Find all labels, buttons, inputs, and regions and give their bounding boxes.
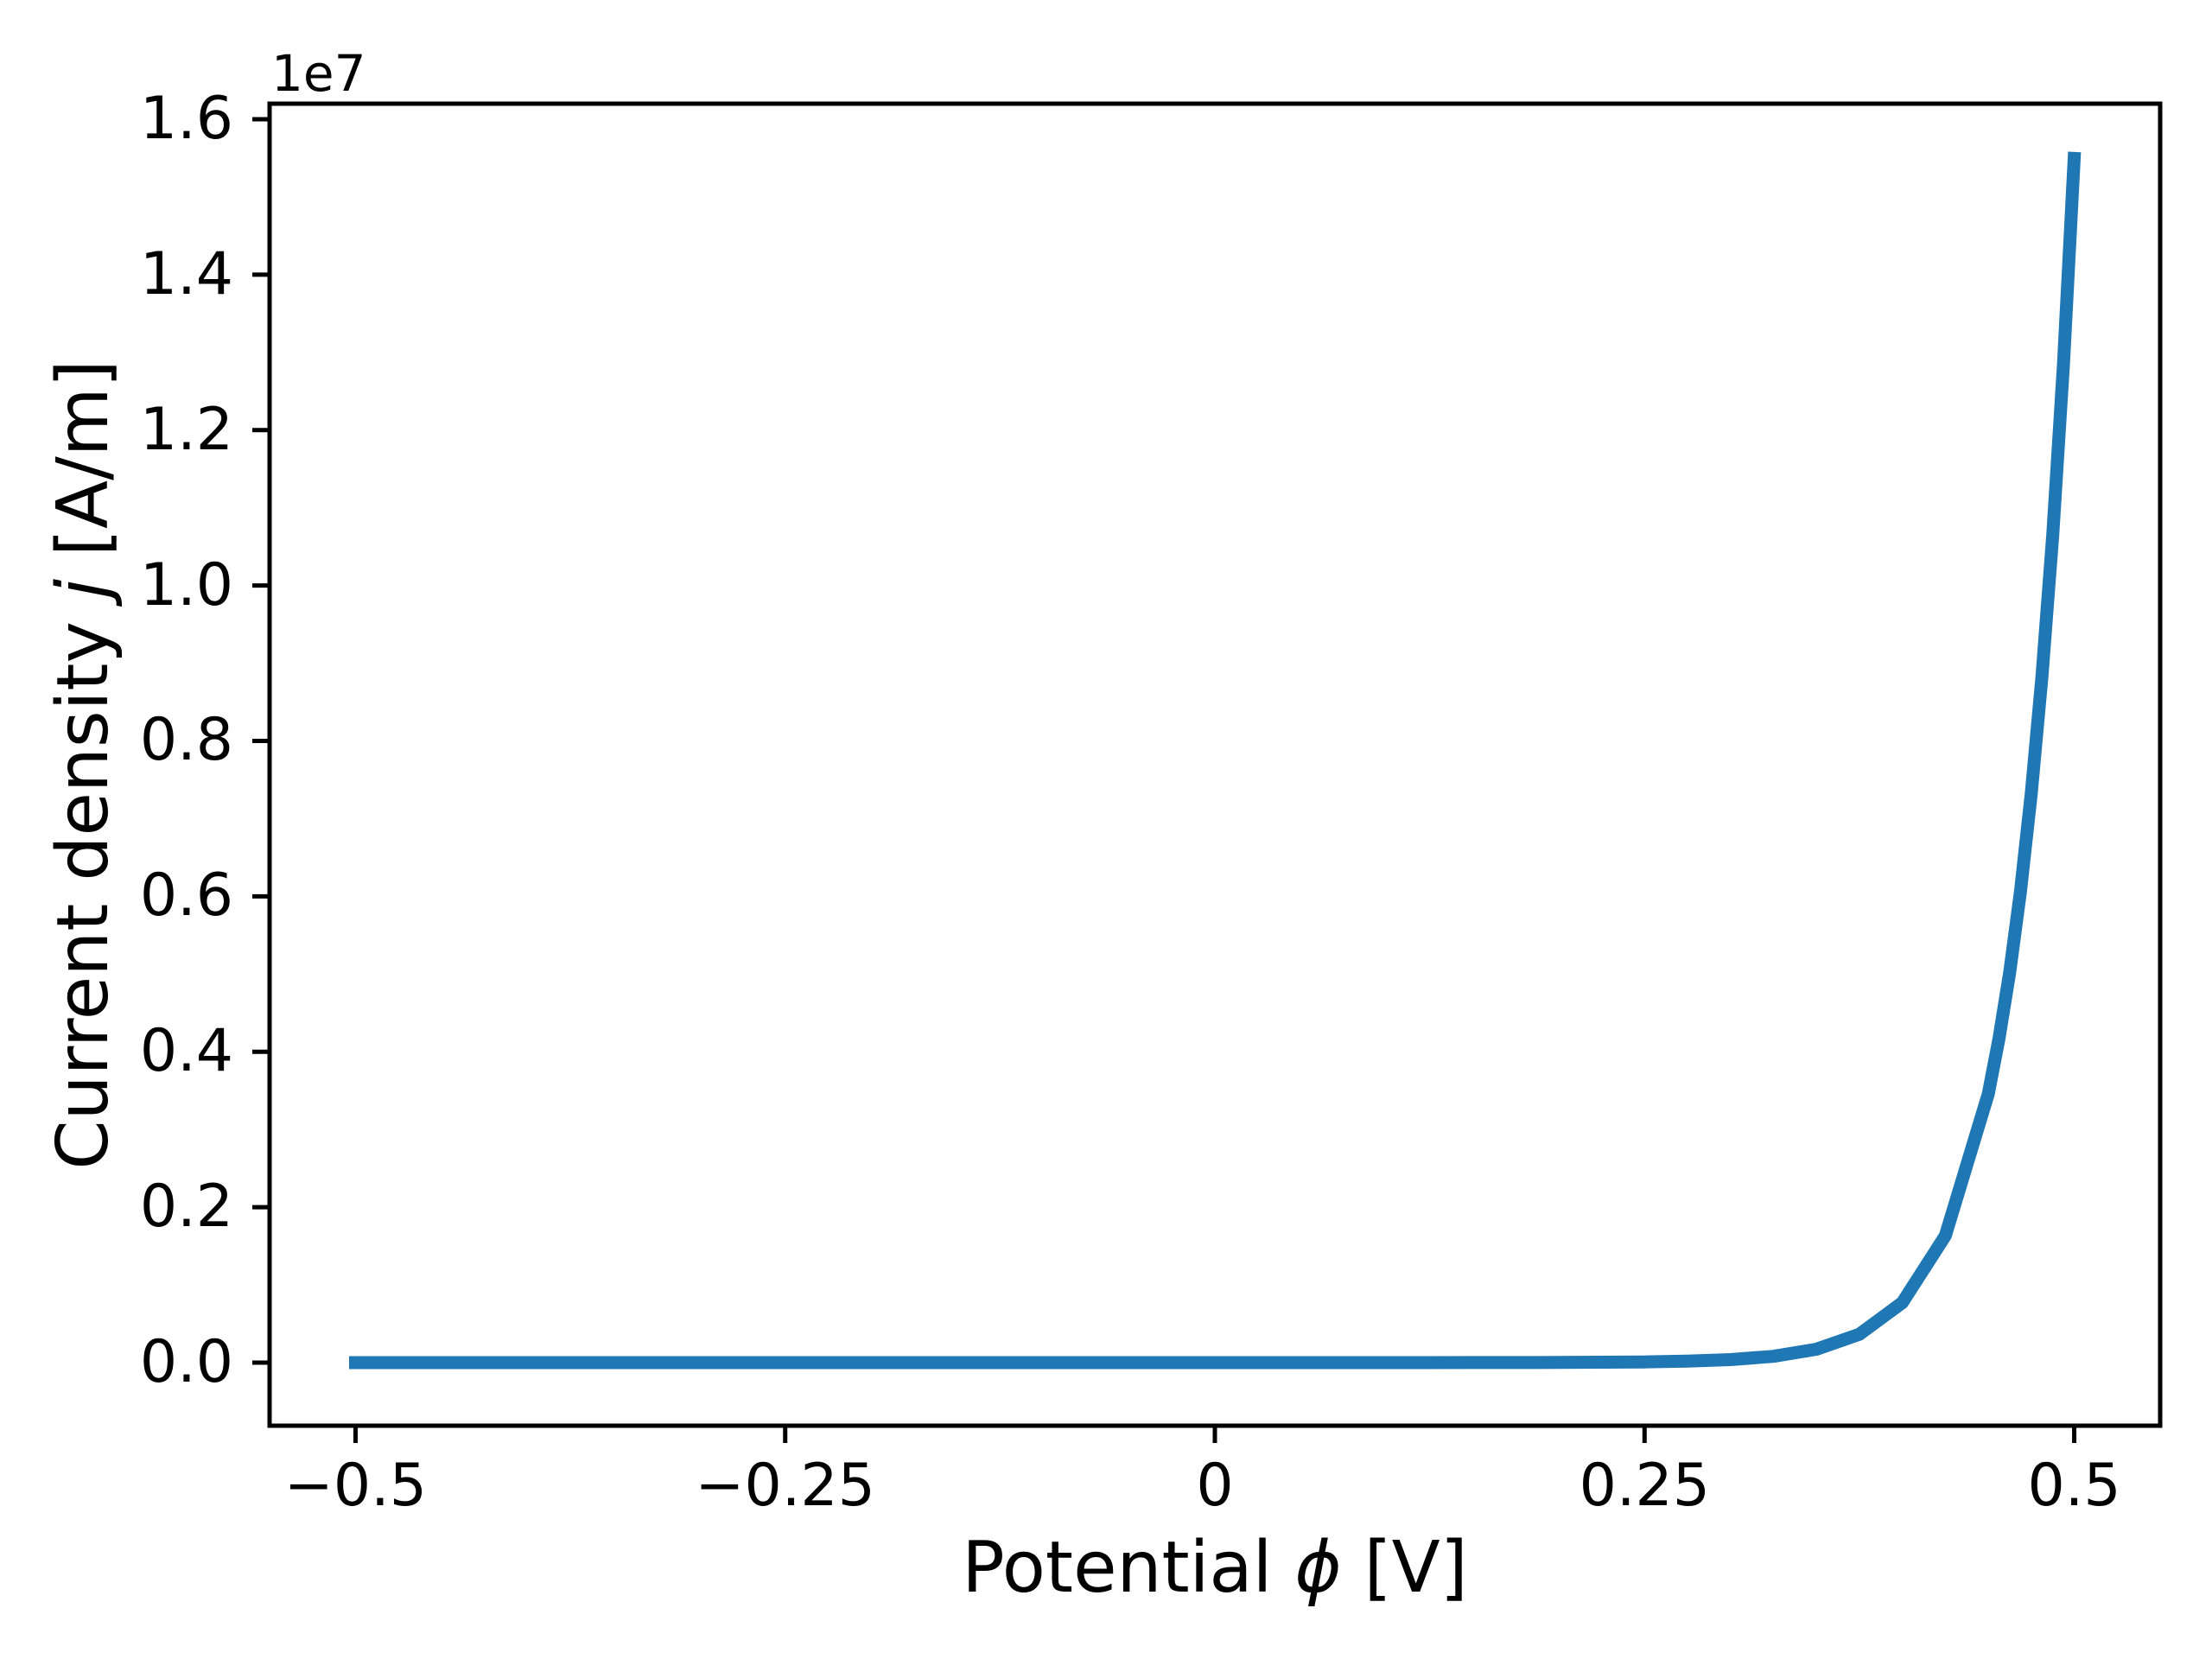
y-axis-offset-text: 1e7 [271,44,366,103]
y-tick-label: 0.0 [139,1327,233,1396]
x-tick-label: 0.5 [2027,1452,2121,1520]
y-axis-label-unit: [A/m] [41,359,124,580]
y-tick-label: 1.2 [139,395,233,464]
y-tick-label: 1.0 [139,550,233,620]
axes-spines [267,101,2163,1428]
y-tick-label: 0.4 [139,1017,233,1086]
series-line-current-density-vs-potential [349,151,2082,1370]
y-tick-label: 0.6 [139,861,233,931]
x-tick-label: −0.5 [283,1452,428,1520]
y-axis-label-j-symbol: j [41,579,124,599]
y-axis-label: Current density j [A/m] [41,359,124,1170]
y-tick-label: 0.2 [139,1173,233,1242]
x-tick-label: 0.25 [1579,1452,1710,1520]
x-axis-label-text: Potential [962,1527,1295,1609]
x-axis-label: Potential ϕ [V] [962,1527,1468,1609]
y-tick-label: 1.4 [139,239,233,308]
y-axis-label-text: Current density [41,598,124,1170]
x-tick-label: 0 [1196,1452,1234,1520]
y-tick-label: 1.6 [139,84,233,153]
x-axis-label-unit: [V] [1341,1527,1468,1609]
x-tick-label: −0.25 [695,1452,875,1520]
y-tick-label: 0.8 [139,706,233,775]
x-axis-label-phi-symbol: ϕ [1294,1527,1342,1609]
